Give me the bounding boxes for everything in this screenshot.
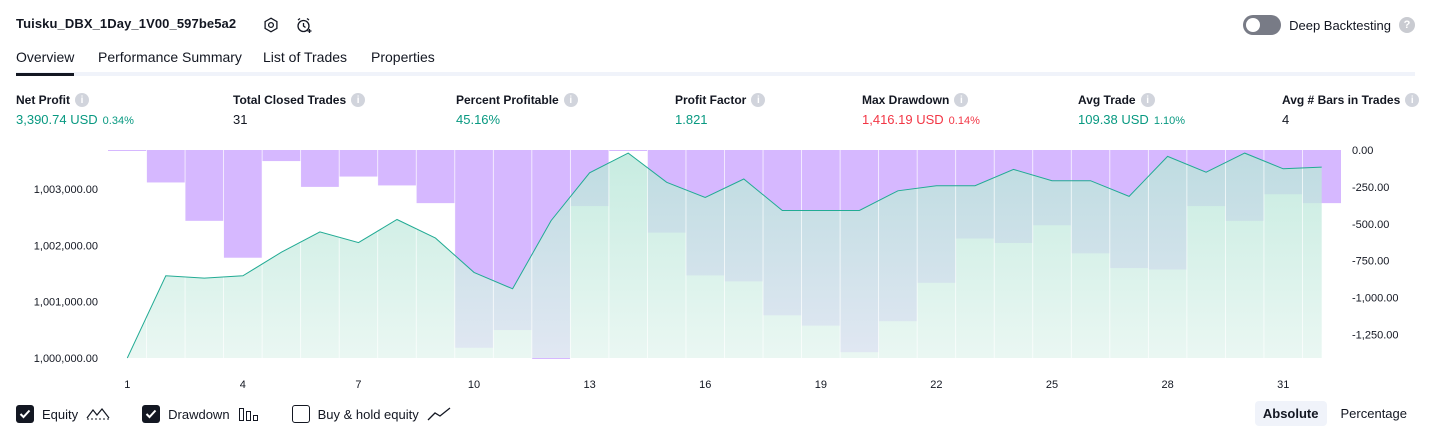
- right-axis-tick-label: -500.00: [1352, 219, 1389, 231]
- drawdown-bar: [185, 150, 224, 221]
- metric-label: Profit Factor: [675, 93, 747, 107]
- metric-percent-profitable: Percent Profitable i 45.16%: [456, 93, 578, 127]
- drawdown-bar: [146, 150, 186, 183]
- equity-line-icon: [86, 406, 110, 422]
- right-axis-tick-label: 0.00: [1352, 145, 1373, 157]
- metric-avg-bars-in-trades: Avg # Bars in Trades i 4: [1282, 93, 1420, 127]
- tab-overview[interactable]: Overview: [16, 49, 75, 76]
- legend-drawdown[interactable]: Drawdown: [142, 405, 259, 423]
- x-axis-tick-label: 31: [1277, 379, 1289, 391]
- legend-equity[interactable]: Equity: [16, 405, 110, 423]
- metric-total-closed-trades: Total Closed Trades i 31: [233, 93, 366, 127]
- metric-label: Total Closed Trades: [233, 93, 347, 107]
- left-axis-tick-label: 1,003,000.00: [34, 184, 98, 196]
- metric-percent: 0.14%: [948, 115, 980, 127]
- buy-hold-checkbox[interactable]: [291, 405, 310, 423]
- info-icon[interactable]: i: [563, 93, 578, 107]
- x-axis-tick-label: 22: [930, 379, 942, 391]
- right-axis-tick-label: -750.00: [1352, 256, 1389, 268]
- info-icon[interactable]: i: [954, 93, 969, 107]
- buy-hold-line-icon: [427, 406, 451, 422]
- x-axis-tick-label: 28: [1161, 379, 1173, 391]
- metric-value: 3,390.74 USD: [16, 112, 98, 127]
- metric-percent: 1.10%: [1153, 115, 1186, 127]
- help-icon[interactable]: ?: [1399, 17, 1415, 33]
- right-axis-tick-label: -250.00: [1352, 182, 1389, 194]
- right-axis-tick-label: -1,250.00: [1352, 329, 1398, 341]
- drawdown-bar: [416, 150, 455, 204]
- drawdown-bar: [108, 150, 147, 151]
- info-icon[interactable]: i: [75, 93, 89, 107]
- metric-value: 109.38 USD: [1078, 112, 1149, 127]
- tab-list-of-trades[interactable]: List of Trades: [263, 49, 348, 65]
- info-icon[interactable]: i: [1405, 93, 1420, 107]
- deep-backtesting-toggle[interactable]: [1243, 15, 1282, 35]
- deep-backtesting-label: Deep Backtesting: [1289, 17, 1391, 33]
- drawdown-bar: [377, 150, 417, 186]
- drawdown-bar: [339, 150, 378, 177]
- drawdown-bar: [300, 150, 340, 187]
- metric-label: Max Drawdown: [862, 93, 950, 107]
- equity-checkbox[interactable]: [16, 405, 34, 423]
- drawdown-bar: [608, 150, 648, 151]
- metric-label: Avg # Bars in Trades: [1282, 93, 1401, 107]
- metric-percent: 0.34%: [102, 115, 134, 127]
- metric-max-drawdown: Max Drawdown i 1,416.19 USD 0.14%: [862, 93, 980, 127]
- right-axis-tick-label: -1,000.00: [1352, 293, 1398, 305]
- x-axis-tick-label: 16: [699, 379, 711, 391]
- x-axis-tick-label: 25: [1046, 379, 1058, 391]
- info-icon[interactable]: i: [351, 93, 366, 107]
- info-icon[interactable]: i: [751, 93, 766, 107]
- x-axis-tick-label: 10: [468, 379, 480, 391]
- buy-hold-label: Buy & hold equity: [317, 406, 419, 422]
- drawdown-checkbox[interactable]: [142, 405, 161, 423]
- deep-backtesting-control: Deep Backtesting ?: [1243, 14, 1415, 36]
- metric-label: Net Profit: [16, 93, 70, 107]
- settings-gear-icon[interactable]: [260, 14, 282, 36]
- percentage-button[interactable]: Percentage: [1340, 406, 1408, 421]
- drawdown-bar: [223, 150, 263, 258]
- absolute-button[interactable]: Absolute: [1254, 401, 1327, 426]
- strategy-header: Tuisku_DBX_1Day_1V00_597be5a2 Deep Backt…: [16, 12, 1415, 38]
- equity-line: [126, 152, 1322, 359]
- tab-properties[interactable]: Properties: [371, 49, 435, 65]
- metric-profit-factor: Profit Factor i 1.821: [675, 93, 766, 127]
- drawdown-bars-icon: [238, 406, 260, 422]
- strategy-name[interactable]: Tuisku_DBX_1Day_1V00_597be5a2: [16, 16, 237, 31]
- metric-value: 31: [233, 112, 248, 127]
- chart-legend: Equity Drawdown Buy & hold equity: [16, 403, 483, 425]
- metric-avg-trade: Avg Trade i 109.38 USD 1.10%: [1078, 93, 1185, 127]
- legend-buy-hold-equity[interactable]: Buy & hold equity: [291, 405, 451, 423]
- info-icon[interactable]: i: [1140, 93, 1155, 107]
- drawdown-label: Drawdown: [168, 406, 230, 422]
- x-axis-tick-label: 13: [584, 379, 596, 391]
- metric-value: 1,416.19 USD: [862, 112, 944, 127]
- metric-value: 4: [1282, 112, 1290, 127]
- add-alert-clock-icon[interactable]: [293, 14, 315, 36]
- left-axis-tick-label: 1,001,000.00: [34, 297, 98, 309]
- left-axis-tick-label: 1,000,000.00: [34, 353, 98, 365]
- x-axis-tick-label: 4: [240, 379, 246, 391]
- drawdown-bar: [262, 150, 301, 162]
- tab-performance-summary[interactable]: Performance Summary: [98, 49, 242, 65]
- x-axis-tick-label: 19: [815, 379, 827, 391]
- equity-label: Equity: [42, 406, 79, 422]
- metric-label: Percent Profitable: [456, 93, 559, 107]
- metric-value: 45.16%: [456, 112, 501, 127]
- metric-label: Avg Trade: [1078, 93, 1136, 107]
- equity-drawdown-chart[interactable]: 1,000,000.00 1,001,000.00 1,002,000.00 1,00…: [0, 140, 1431, 400]
- report-tabs: Overview Performance Summary List of Tra…: [16, 44, 1415, 76]
- x-axis-tick-label: 7: [355, 379, 361, 391]
- left-axis-tick-label: 1,002,000.00: [34, 240, 98, 252]
- metric-value: 1.821: [675, 112, 708, 127]
- x-axis-tick-label: 1: [124, 379, 130, 391]
- metric-net-profit: Net Profit i 3,390.74 USD 0.34%: [16, 93, 134, 127]
- scale-mode-switch: Absolute Percentage: [1254, 401, 1415, 426]
